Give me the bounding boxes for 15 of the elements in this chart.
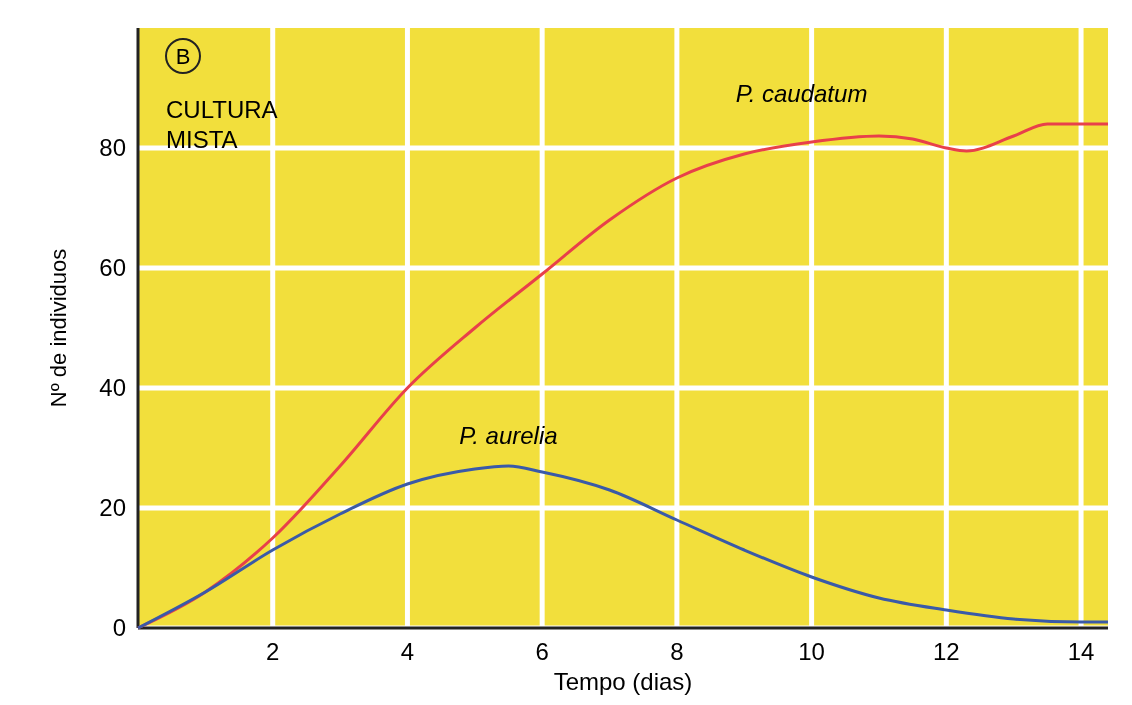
x-tick-label: 12 (932, 638, 960, 665)
y-tick-label: 20 (99, 494, 126, 521)
y-tick-label: 60 (99, 254, 126, 281)
y-tick-label: 80 (99, 134, 126, 161)
x-tick-label: 8 (670, 638, 684, 665)
x-tick-label: 14 (1067, 638, 1095, 665)
y-tick-label: 0 (112, 614, 126, 641)
y-tick-label: 40 (99, 374, 126, 401)
y-axis-title: Nº de individuos (46, 248, 71, 408)
x-tick-label: 10 (798, 638, 825, 665)
x-axis-title: Tempo (dias) (553, 668, 693, 695)
x-tick-label: 6 (535, 638, 549, 665)
x-tick-label: 4 (400, 638, 415, 665)
x-tick-label: 2 (266, 638, 280, 665)
annotation: B (175, 44, 191, 69)
